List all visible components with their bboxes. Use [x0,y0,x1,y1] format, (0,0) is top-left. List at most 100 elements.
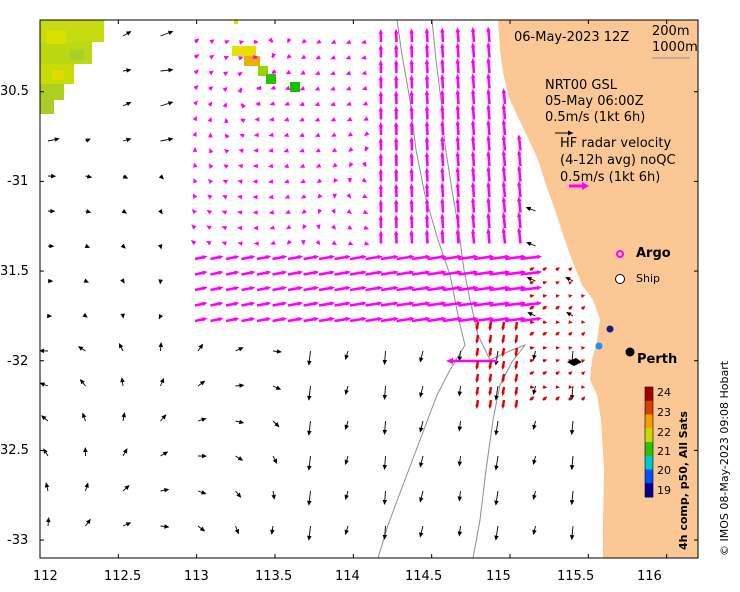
hf-radar-arrow [210,286,224,292]
hf-radar-arrow [225,317,240,323]
model-arrow [160,524,170,529]
hf-radar-arrow [486,42,491,58]
hf-radar-arrow [207,116,212,123]
hf-radar-coastal-arrow [555,294,560,298]
hf-radar-coastal-arrow [542,396,548,401]
hf-radar-coastal-arrow [488,334,493,344]
hf-radar-arrow [224,117,229,124]
hf-radar-arrow [272,270,288,276]
hf-radar-arrow [283,163,290,169]
hf-radar-arrow [345,39,352,44]
hf-radar-coastal-arrow [555,385,560,389]
hf-radar-arrow [380,285,399,292]
hf-radar-arrow [411,316,431,323]
hf-radar-coastal-arrow [542,267,548,272]
hf-radar-arrow [380,316,399,323]
hf-radar-arrow [393,44,399,58]
hf-radar-arrow [271,69,277,75]
hf-radar-arrow [440,229,445,244]
model-arrow [82,312,88,318]
hf-radar-arrow [221,225,227,231]
hf-radar-arrow [253,39,259,45]
credit: © IMOS 08-May-2023 09:08 Hobart [718,360,731,556]
hf-radar-arrow [331,147,338,153]
hf-radar-arrow [470,181,476,198]
hf-radar-arrow [193,84,199,91]
x-tick-label: 113 [184,569,209,584]
argo-label: Argo [636,246,671,261]
hf-radar-arrow [268,132,274,138]
hf-radar-arrow [303,301,320,307]
hf-radar-arrow [349,285,367,292]
hf-radar-arrow [427,301,447,307]
hf-radar-arrow [517,227,522,244]
model-arrow [158,174,164,180]
hf-radar-arrows [190,26,543,365]
model-arrow [235,347,244,352]
hf-radar-coastal-arrow [475,373,480,383]
hf-radar-arrow [194,270,208,276]
model-arrow [419,525,424,538]
x-tick-label: 114 [335,569,360,584]
hf-radar-coastal-arrow [475,334,480,344]
hf-radar-arrow [364,146,370,152]
colorbar-segment [645,442,653,457]
model-arrow [120,243,126,249]
hf-radar-arrow [364,131,370,137]
hf-radar-arrow [409,74,414,89]
hf-radar-arrow [256,270,272,276]
hf-radar-arrow [224,40,230,45]
hf-radar-arrow [455,89,461,105]
hf-radar-arrow [252,210,258,215]
hf-radar-arrow [486,119,491,136]
hf-radar-arrow [440,136,445,151]
hf-radar-arrow [470,119,476,136]
colorbar-tick-label: 21 [657,445,671,458]
model-arrow [494,420,499,436]
model-arrow [526,241,536,247]
hf-radar-arrow [517,180,522,198]
hf-radar-arrow [210,255,224,261]
hf-radar-coastal-arrow [488,347,493,357]
model-arrow [457,420,463,432]
model-arrow [344,350,349,361]
hf-radar-arrow [486,181,491,198]
hf-radar-arrow [486,26,491,43]
hf-radar-arrow [517,211,522,229]
hf-radar-coastal-arrow [501,321,506,331]
model-arrow [44,482,50,492]
hf-radar-coastal-arrow [501,360,506,370]
hf-radar-coastal-arrow [568,346,573,350]
hf-radar-coastal-arrow [514,334,519,344]
hf-radar-arrow [225,301,240,307]
hf-radar-arrow [237,210,243,215]
hf-radar-arrow [378,168,384,182]
model-arrow [47,173,57,179]
hf-radar-arrow [440,213,445,229]
hf-radar-arrow [256,85,262,91]
hf-radar-arrow [253,132,259,138]
hf-radar-arrow [396,285,415,292]
x-tick-label: 112.5 [104,569,142,584]
hf-radar-arrow [424,136,430,151]
model-arrow [40,382,49,387]
model-arrow [565,277,574,282]
hf-radar-coastal-arrow [581,294,586,298]
hf-radar-arrow [269,101,276,106]
hf-radar-arrow [486,212,491,229]
hf-radar-arrow [520,270,543,276]
hf-radar-coastal-arrow [488,386,493,396]
hf-radar-arrow [349,270,367,276]
hf-radar-arrow [470,166,476,182]
model-arrow [122,448,128,457]
hf-radar-arrow [393,199,399,213]
hf-radar-arrow [440,120,445,136]
hf-radar-arrow [315,239,321,246]
hf-radar-arrow [378,214,384,229]
hf-radar-arrow [349,301,367,307]
hf-radar-coastal-arrow [542,320,548,324]
hf-radar-coastal-arrow [581,396,586,401]
hf-radar-arrow [378,137,384,151]
hf-radar-arrow [380,254,399,261]
hf-radar-arrow [440,105,445,120]
